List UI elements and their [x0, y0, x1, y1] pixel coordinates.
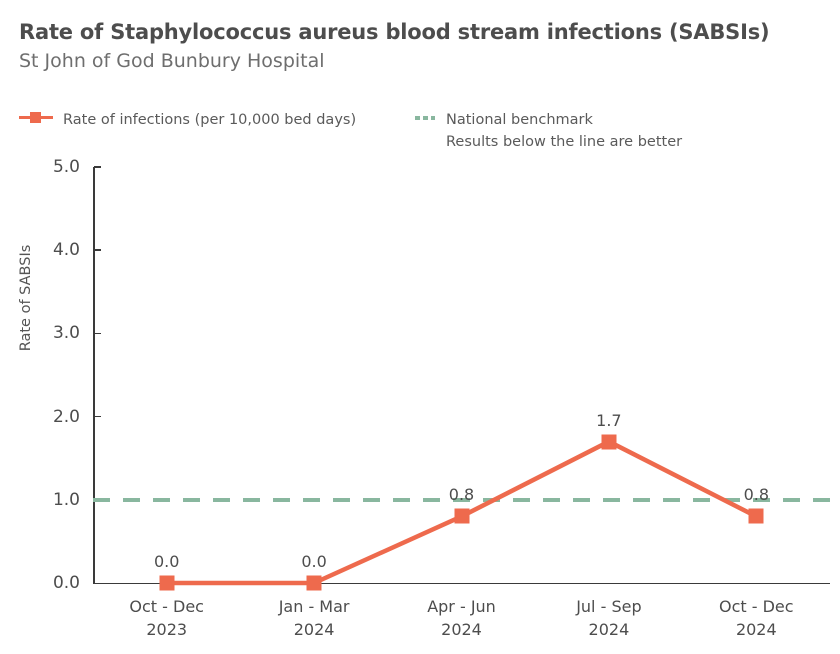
- benchmark-reference-line: [93, 497, 830, 503]
- data-point-marker[interactable]: [159, 575, 175, 591]
- x-tick-label-year: 2024: [588, 620, 630, 639]
- x-tick-label: Jul - Sep 2024: [534, 595, 684, 641]
- x-tick-label: Apr - Jun 2024: [387, 595, 537, 641]
- legend-note-benchmark: Results below the line are better: [446, 134, 683, 150]
- data-point-label: 1.7: [596, 410, 622, 430]
- chart-header: Rate of Staphylococcus aureus blood stre…: [19, 18, 819, 74]
- x-tick-label: Jan - Mar 2024: [239, 595, 389, 641]
- legend-item-series[interactable]: Rate of infections (per 10,000 bed days): [19, 109, 356, 131]
- legend-label-series: Rate of infections (per 10,000 bed days): [63, 112, 357, 128]
- x-tick-label-period: Apr - Jun: [427, 597, 496, 616]
- y-tick-mark: [94, 415, 101, 418]
- legend-item-benchmark[interactable]: National benchmark Results below the lin…: [415, 109, 819, 153]
- data-point-label: 0.0: [153, 552, 180, 571]
- chart-legend: Rate of infections (per 10,000 bed days)…: [19, 106, 819, 152]
- data-point-marker[interactable]: [306, 575, 322, 591]
- y-tick-label: 0.0: [52, 573, 80, 593]
- dashed-line-swatch-icon: [415, 109, 435, 125]
- x-tick-label: Oct - Dec 2023: [92, 595, 242, 641]
- y-tick-label: 3.0: [52, 323, 80, 344]
- data-point-label: 0.0: [301, 552, 327, 571]
- line-marker-swatch-icon: [19, 109, 53, 125]
- x-tick-label-year: 2024: [735, 620, 777, 639]
- y-tick-label: 2.0: [52, 406, 80, 427]
- x-tick-label: Oct - Dec 2024: [681, 595, 831, 641]
- chart-subtitle: St John of God Bunbury Hospital: [19, 50, 325, 72]
- chart-title: Rate of Staphylococcus aureus blood stre…: [19, 20, 770, 44]
- legend-label-benchmark: National benchmark: [446, 112, 593, 128]
- x-tick-label-period: Oct - Dec: [719, 597, 794, 616]
- x-tick-label-year: 2024: [441, 620, 482, 639]
- y-tick-mark: [94, 332, 101, 335]
- x-tick-label-period: Jan - Mar: [278, 597, 350, 616]
- data-point-marker[interactable]: [454, 508, 469, 524]
- data-point-label: 0.8: [448, 485, 475, 505]
- y-tick-mark: [94, 249, 101, 251]
- data-point-marker[interactable]: [601, 434, 617, 450]
- x-tick-label-year: 2024: [293, 620, 335, 639]
- y-tick-mark: [94, 166, 101, 168]
- x-tick-label-period: Jul - Sep: [576, 597, 642, 616]
- y-tick-label: 4.0: [52, 240, 80, 261]
- y-tick-mark: [94, 499, 101, 501]
- x-axis-line: [93, 582, 830, 585]
- x-tick-label-period: Oct - Dec: [129, 597, 204, 616]
- y-axis-title: Rate of SABSIs: [18, 244, 34, 352]
- y-tick-label: 5.0: [52, 157, 80, 177]
- data-point-label: 0.8: [743, 485, 770, 505]
- y-axis-line: [93, 167, 95, 584]
- data-point-marker[interactable]: [748, 508, 764, 524]
- y-tick-label: 1.0: [52, 489, 80, 510]
- x-tick-label-year: 2023: [146, 620, 188, 639]
